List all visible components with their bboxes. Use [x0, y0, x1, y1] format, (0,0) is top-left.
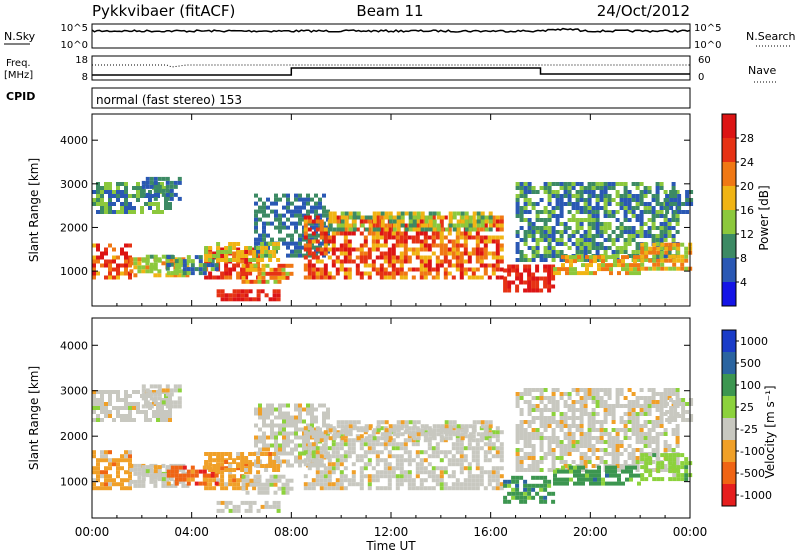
- colorbar-segment: [722, 440, 736, 463]
- x-tick-label: 00:00: [75, 525, 110, 539]
- colorbar-tick-label: -500: [740, 467, 765, 480]
- nsky-label: N.Sky: [4, 30, 36, 43]
- y-tick-label: 3000: [60, 178, 88, 191]
- x-tick-label: 12:00: [374, 525, 409, 539]
- colorbar-tick-label: 12: [740, 228, 754, 241]
- colorbar-segment: [722, 258, 736, 283]
- cpid-panel: [91, 87, 691, 109]
- x-tick-label: 04:00: [174, 525, 209, 539]
- velocity-heatmap: [92, 384, 694, 513]
- freq-tick-bottom: 8: [82, 72, 88, 83]
- colorbar-segment: [722, 418, 736, 441]
- velocity-colorbar-label: Velocity [m s⁻¹]: [763, 385, 777, 478]
- colorbar-tick-label: -25: [740, 423, 758, 436]
- colorbar-segment: [722, 374, 736, 397]
- y-tick-label: 2000: [60, 430, 88, 443]
- colorbar-segment: [722, 484, 736, 507]
- date-title: 24/Oct/2012: [597, 2, 690, 20]
- colorbar-segment: [722, 210, 736, 235]
- velocity-ylabel: Slant Range [km]: [27, 366, 41, 470]
- colorbar-segment: [722, 462, 736, 485]
- power-colorbar-label: Power [dB]: [757, 185, 771, 250]
- power-heatmap: [92, 176, 694, 302]
- freq-trace: [92, 67, 690, 76]
- x-tick-label: 08:00: [274, 525, 309, 539]
- nsearch-tick-bottom: 10^0: [694, 40, 721, 51]
- velocity-colorbar: 1000 500 100 25 -25 -100 -500 -1000: [721, 329, 772, 507]
- power-panel: 1000 2000 3000 4000 Slant Range [km]: [27, 113, 694, 307]
- colorbar-segment: [722, 282, 736, 307]
- colorbar-tick-label: 100: [740, 379, 761, 392]
- colorbar-segment: [722, 186, 736, 211]
- colorbar-tick-label: 20: [740, 180, 754, 193]
- colorbar-tick-label: 24: [740, 156, 754, 169]
- cpid-label: CPID: [6, 90, 35, 103]
- y-tick-label: 3000: [60, 385, 88, 398]
- x-axis-label: Time UT: [365, 539, 416, 553]
- x-tick-label: 20:00: [573, 525, 608, 539]
- x-tick-label: 16:00: [473, 525, 508, 539]
- colorbar-tick-label: 4: [740, 276, 747, 289]
- y-tick-label: 4000: [60, 134, 88, 147]
- freq-label-1: Freq.: [6, 58, 31, 69]
- x-axis: 00:00 04:00 08:00 12:00 16:00 20:00 00:00: [75, 114, 708, 539]
- nave-tick-bottom: 0: [698, 72, 704, 83]
- y-tick-label: 1000: [60, 265, 88, 278]
- freq-label-2: [MHz]: [4, 70, 33, 81]
- freq-panel: Freq. [MHz] 18 8 60 0 Nave: [4, 55, 776, 83]
- colorbar-segment: [722, 330, 736, 353]
- nave-trace: [92, 64, 690, 68]
- colorbar-tick-label: 8: [740, 252, 747, 265]
- freq-tick-top: 18: [75, 55, 88, 66]
- colorbar-tick-label: -1000: [740, 489, 772, 502]
- nave-label: Nave: [748, 64, 776, 77]
- nsearch-label: N.Search: [746, 30, 796, 43]
- nave-tick-top: 60: [698, 55, 711, 66]
- y-tick-label: 1000: [60, 476, 88, 489]
- colorbar-tick-label: 500: [740, 357, 761, 370]
- nsky-panel: N.Sky 10^5 10^0 10^5 10^0 N.Search: [4, 23, 796, 51]
- colorbar-tick-label: 1000: [740, 335, 768, 348]
- colorbar-segment: [722, 162, 736, 187]
- colorbar-segment: [722, 396, 736, 419]
- power-ylabel: Slant Range [km]: [27, 158, 41, 262]
- nsky-trace: [91, 27, 691, 33]
- colorbar-tick-label: 16: [740, 204, 754, 217]
- y-tick-label: 2000: [60, 221, 88, 234]
- nsky-tick-bottom: 10^0: [61, 40, 88, 51]
- nsky-tick-top: 10^5: [61, 23, 88, 34]
- nsearch-tick-top: 10^5: [694, 23, 721, 34]
- colorbar-tick-label: 28: [740, 132, 754, 145]
- colorbar-segment: [722, 352, 736, 375]
- colorbar-segment: [722, 138, 736, 163]
- y-tick-label: 4000: [60, 339, 88, 352]
- x-tick-label: 00:00: [673, 525, 708, 539]
- colorbar-segment: [722, 234, 736, 259]
- colorbar-tick-label: 25: [740, 401, 754, 414]
- power-colorbar: 4 8 12 16 20 24 28: [721, 113, 754, 307]
- velocity-panel: 1000 2000 3000 4000 Slant Range [km]: [27, 317, 694, 519]
- colorbar-segment: [722, 114, 736, 139]
- cpid-program: normal (fast stereo) 153: [96, 93, 242, 107]
- colorbar-tick-label: -100: [740, 445, 765, 458]
- station-title: Pykkvibaer (fitACF): [92, 2, 235, 20]
- beam-title: Beam 11: [356, 2, 423, 20]
